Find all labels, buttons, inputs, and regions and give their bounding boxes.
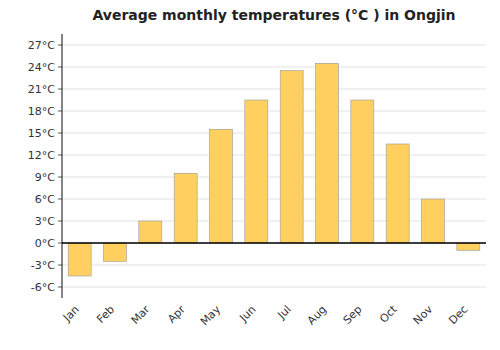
bar [104, 243, 127, 261]
bar [210, 129, 233, 243]
bar [316, 63, 339, 243]
bar [386, 144, 409, 243]
bar [174, 173, 197, 243]
tick-label: Sep [341, 303, 365, 327]
tick-label: 24°C [28, 61, 55, 74]
baseline [62, 242, 486, 244]
tick-label: 3°C [35, 215, 55, 228]
grid-line [62, 243, 486, 244]
tick-label: Aug [305, 303, 329, 327]
grid-line [62, 177, 486, 178]
y-axis-line [61, 34, 62, 298]
grid-line [62, 45, 486, 46]
grid [62, 45, 486, 287]
tick-label: Jan [60, 303, 82, 325]
title: Average monthly temperatures (°C ) in On… [92, 7, 455, 23]
bar [457, 243, 480, 250]
tick-label: Mar [129, 303, 153, 327]
x-axis: Jan Feb Mar Apr May Jun Jul Aug Sep Oct Nov Dec [60, 302, 471, 328]
tick-label: 15°C [28, 127, 55, 140]
tick-label: Apr [165, 303, 188, 326]
bar [245, 100, 268, 243]
y-axis: -6°C -3°C 0°C 3°C 6°C 9°C 12°C 15°C 18°C 21°C 24°C… [28, 39, 62, 294]
bars [68, 63, 480, 276]
tick-label: May [198, 303, 224, 329]
tick-label: -3°C [31, 259, 55, 272]
grid-line [62, 133, 486, 134]
tick-label: Jul [274, 303, 293, 322]
tick-label: 0°C [35, 237, 55, 250]
tick-label: Dec [446, 303, 470, 327]
grid-line [62, 155, 486, 156]
tick-label: Feb [94, 303, 117, 326]
bar [422, 199, 445, 243]
chart-container: Average monthly temperatures (°C ) in On… [0, 0, 500, 350]
bar [139, 221, 162, 243]
grid-line [62, 287, 486, 288]
bar [280, 71, 303, 243]
tick-label: 12°C [28, 149, 55, 162]
tick-label: 9°C [35, 171, 55, 184]
tick-label: 6°C [35, 193, 55, 206]
chart: Average monthly temperatures (°C ) in On… [0, 0, 500, 350]
tick-label: Nov [411, 303, 436, 328]
tick-label: Jun [236, 303, 258, 325]
grid-line [62, 265, 486, 266]
bar [68, 243, 91, 276]
tick-label: 18°C [28, 105, 55, 118]
grid-line [62, 67, 486, 68]
grid-line [62, 111, 486, 112]
tick-label: -6°C [31, 281, 55, 294]
grid-line [62, 89, 486, 90]
tick-label: 21°C [28, 83, 55, 96]
tick-label: 27°C [28, 39, 55, 52]
bar [351, 100, 374, 243]
tick-label: Oct [377, 302, 400, 325]
